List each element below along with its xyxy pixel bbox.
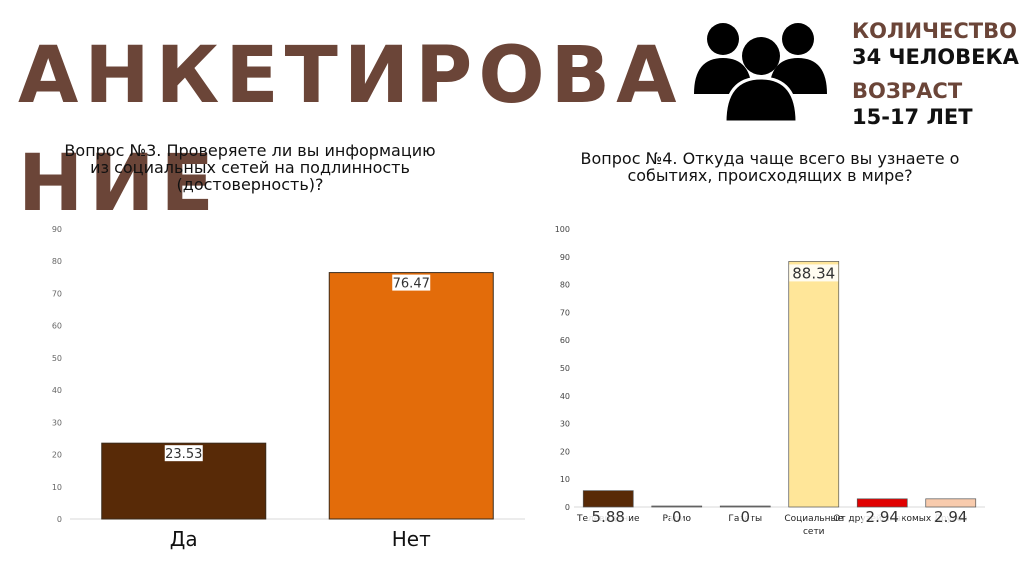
people-group-icon <box>694 23 827 124</box>
y-tick-label: 90 <box>560 253 570 262</box>
data-label: 88.34 <box>792 264 835 282</box>
y-tick-label: 70 <box>560 308 570 317</box>
x-tick-label: Да <box>170 527 198 551</box>
bar <box>925 498 977 508</box>
y-tick-label: 40 <box>52 386 62 395</box>
survey-info: КОЛИЧЕСТВО 34 ЧЕЛОВЕКА ВОЗРАСТ 15-17 ЛЕТ <box>852 18 1019 130</box>
data-label-box <box>930 508 971 525</box>
bar <box>582 490 634 508</box>
y-tick-label: 70 <box>52 289 62 298</box>
y-tick-label: 30 <box>560 420 570 429</box>
y-tick-label: 50 <box>560 364 570 373</box>
age-label: ВОЗРАСТ <box>852 79 963 103</box>
bar <box>651 505 703 508</box>
y-tick-label: 10 <box>560 475 570 484</box>
data-label: 23.53 <box>165 447 202 462</box>
data-label-box <box>862 508 903 525</box>
data-label-box <box>392 274 431 291</box>
y-tick-label: 10 <box>52 483 62 492</box>
y-tick-label: 80 <box>52 257 62 266</box>
y-tick-label: 60 <box>560 336 570 345</box>
y-tick-label: 0 <box>565 503 570 512</box>
count-value: 34 ЧЕЛОВЕКА <box>852 45 1019 69</box>
chart1-title: Вопрос №3. Проверяете ли вы информацию и… <box>40 142 460 193</box>
y-tick-label: 100 <box>555 225 570 234</box>
data-label-box <box>738 508 752 525</box>
data-label: 0 <box>740 508 750 526</box>
chart1-plot: 0 10 20 30 40 50 60 70 80 90 23.53 Да 76.47 Нет <box>52 225 525 551</box>
chart2-plot: 0102030405060708090100Телевидение5.88Рад… <box>555 225 985 537</box>
data-label: 76.47 <box>393 277 430 292</box>
bar <box>328 272 494 520</box>
bar <box>856 498 908 508</box>
x-tick-label: Нет <box>392 527 431 551</box>
chart1-title-line: (достоверность)? <box>176 175 324 194</box>
x-tick-label: Социальные <box>784 514 843 524</box>
y-tick-label: 90 <box>52 225 62 234</box>
y-tick-label: 20 <box>560 447 570 456</box>
data-label-box <box>670 508 684 525</box>
bar <box>788 261 840 508</box>
bar <box>719 505 771 508</box>
data-label: 2.94 <box>934 508 967 526</box>
chart1-title-line: Вопрос №3. Проверяете ли вы информацию <box>64 141 436 160</box>
data-label-box <box>588 508 629 525</box>
count-label: КОЛИЧЕСТВО <box>852 19 1017 43</box>
y-tick-label: 60 <box>52 322 62 331</box>
page-title: АНКЕТИРОВАНИЕ <box>18 31 683 229</box>
x-tick-label: сети <box>803 527 825 537</box>
y-tick-label: 80 <box>560 281 570 290</box>
data-label-box <box>789 264 839 282</box>
data-label: 0 <box>672 508 682 526</box>
chart2-title-line: событиях, происходящих в мире? <box>627 166 913 185</box>
data-label: 2.94 <box>866 508 899 526</box>
y-tick-label: 50 <box>52 354 62 363</box>
data-label: 5.88 <box>592 508 625 526</box>
y-tick-label: 0 <box>57 515 62 524</box>
data-label-box <box>164 445 203 462</box>
chart2-title: Вопрос №4. Откуда чаще всего вы узнаете … <box>560 150 980 184</box>
y-tick-label: 30 <box>52 418 62 427</box>
age-value: 15-17 ЛЕТ <box>852 105 973 129</box>
y-tick-label: 20 <box>52 451 62 460</box>
y-tick-label: 40 <box>560 392 570 401</box>
chart1-title-line: из социальных сетей на подлинность <box>90 158 410 177</box>
chart2-title-line: Вопрос №4. Откуда чаще всего вы узнаете … <box>580 149 960 168</box>
